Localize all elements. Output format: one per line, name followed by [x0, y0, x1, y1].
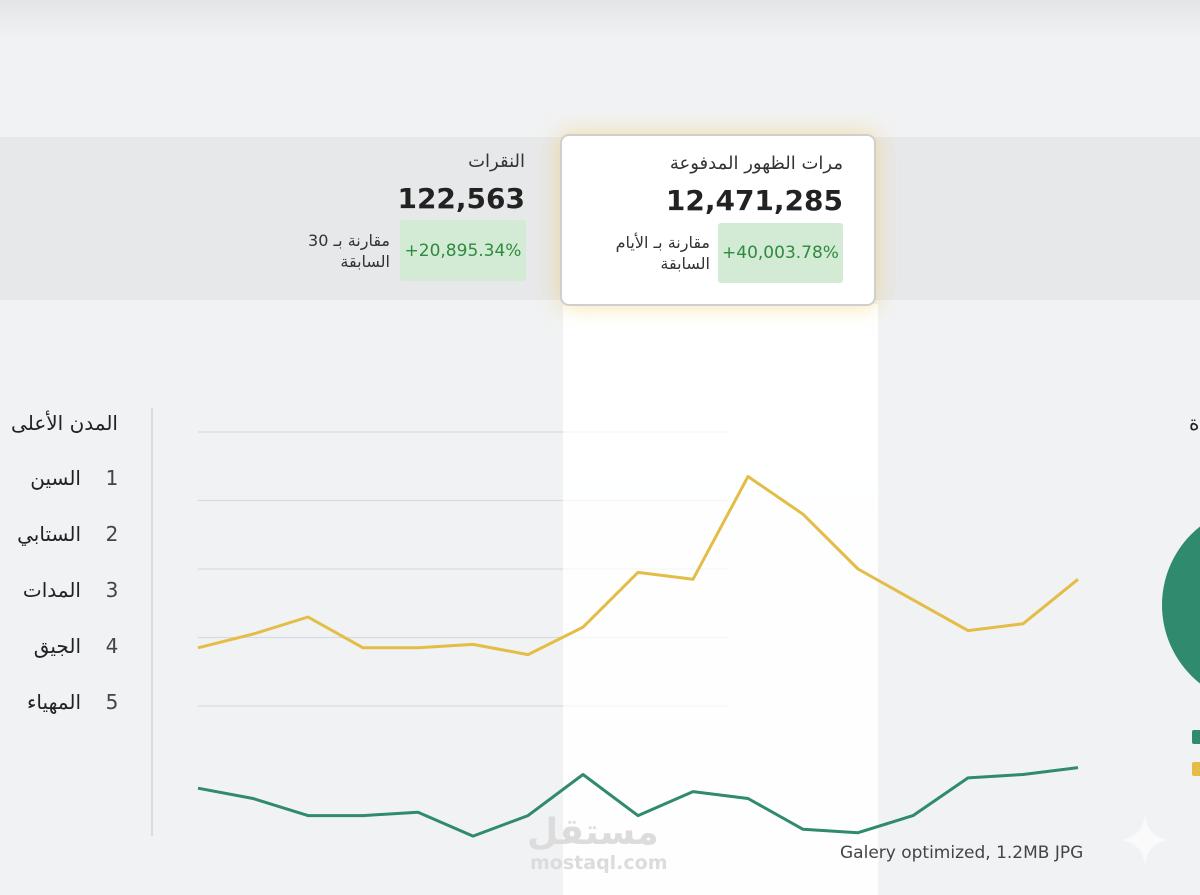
- series-line: [197, 475, 1079, 657]
- city-rank: 4: [105, 634, 119, 658]
- city-rank: 5: [105, 690, 119, 714]
- top-fade: [0, 0, 1200, 40]
- watermark-logo: مستقل: [527, 812, 659, 853]
- series-line: [197, 766, 1079, 838]
- city-rank: 2: [105, 522, 119, 546]
- pie-title: ة: [1189, 411, 1200, 435]
- city-name[interactable]: السين: [30, 466, 81, 490]
- watermark-url: mostaql.com: [530, 852, 668, 874]
- city-name[interactable]: الستابي: [17, 522, 81, 546]
- city-name[interactable]: المهياء: [27, 690, 81, 714]
- kpi-comparison: مقارنة بـ الأيام السابقة: [615, 233, 710, 273]
- caption: Galery optimized, 1.2MB JPG: [840, 843, 1084, 863]
- city-rank: 1: [105, 466, 119, 490]
- kpi-value: 12,471,285: [665, 184, 843, 217]
- city-name[interactable]: المدات: [22, 578, 81, 602]
- legend-swatch: [1192, 762, 1200, 776]
- kpi-change: +20,895.34%: [400, 220, 526, 281]
- list-title: المدن الأعلى: [11, 411, 118, 435]
- kpi-comparison: مقارنة بـ 30 السابقة: [308, 231, 390, 271]
- city-name[interactable]: الجيق: [33, 634, 81, 658]
- legend-swatch: [1192, 730, 1200, 744]
- kpi-title: النقرات: [468, 151, 525, 172]
- pie-slice: [1162, 526, 1200, 684]
- kpi-title: مرات الظهور المدفوعة: [669, 153, 843, 174]
- city-rank: 3: [105, 578, 119, 602]
- sparkle-icon: [1122, 815, 1168, 865]
- kpi-change: +40,003.78%: [718, 223, 843, 283]
- kpi-value: 122,563: [397, 182, 525, 215]
